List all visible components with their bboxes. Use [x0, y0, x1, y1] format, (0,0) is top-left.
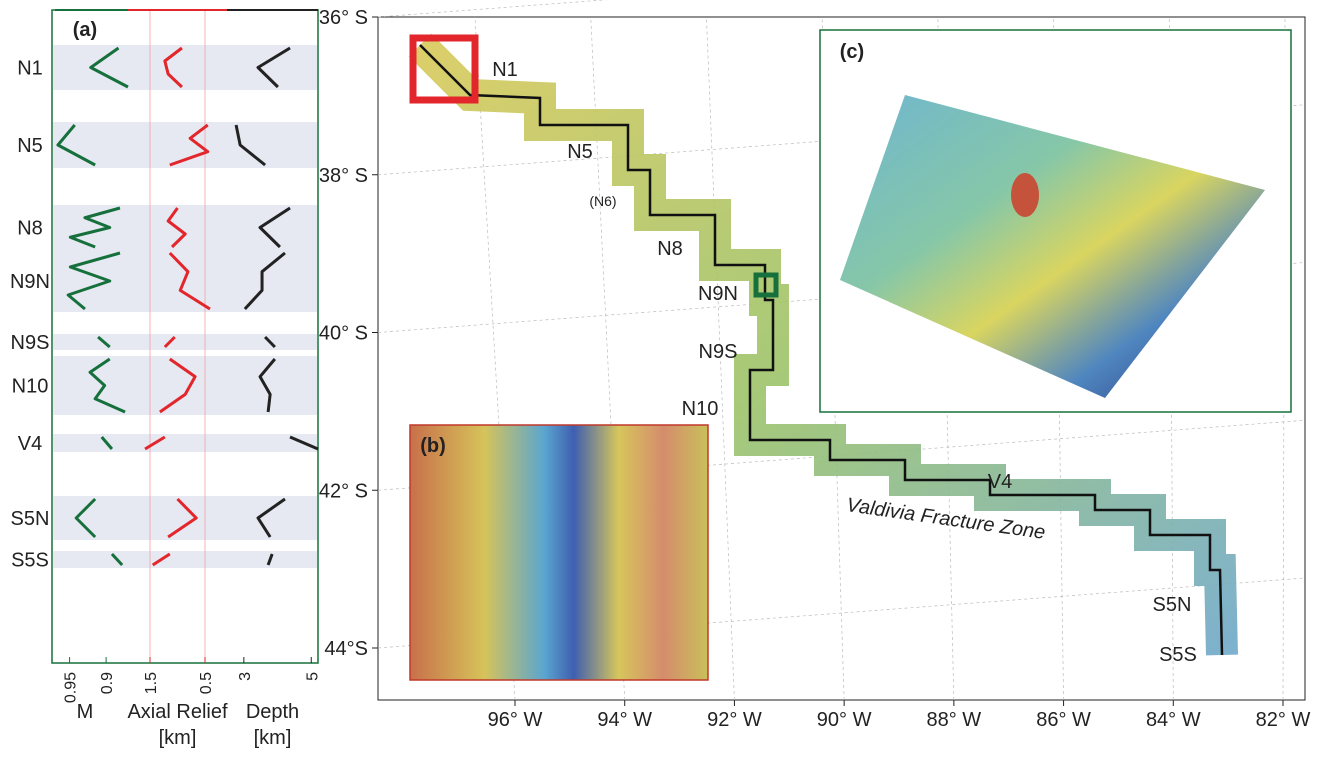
- lon-label: 88° W: [927, 709, 982, 731]
- axis-label: M: [77, 701, 94, 723]
- segment-band: [53, 551, 317, 568]
- lon-label: 90° W: [817, 709, 872, 731]
- lon-label: 92° W: [707, 709, 762, 731]
- segment-band: [53, 434, 317, 452]
- segment-label: N8: [657, 238, 683, 260]
- segment-label: N10: [12, 376, 49, 398]
- x-tick-label: 1.5: [143, 672, 160, 694]
- segment-label: N8: [17, 218, 43, 240]
- segment-band: [53, 334, 317, 350]
- lat-label: 38° S: [319, 165, 368, 187]
- segment-band: [53, 356, 317, 415]
- segment-label: N5: [567, 141, 593, 163]
- lat-label: 36° S: [319, 7, 368, 29]
- axis-label: Axial Relief: [127, 701, 227, 723]
- segment-label: N1: [17, 58, 43, 80]
- x-tick-label: 3: [237, 672, 254, 681]
- axis-label: Depth: [246, 701, 299, 723]
- graticule: [378, 0, 1305, 17]
- segment-label: V4: [18, 433, 42, 455]
- x-tick-label: 0.5: [198, 672, 215, 694]
- segment-label: N9N: [698, 283, 738, 305]
- segment-label: N1: [492, 59, 518, 81]
- segment-label: N9S: [11, 332, 50, 354]
- axis-unit: [km]: [254, 727, 292, 749]
- segment-label: N5: [17, 135, 43, 157]
- x-tick-label: 5: [304, 672, 321, 681]
- segment-label: V4: [988, 471, 1012, 493]
- figure: 36° S 38° S 40° S 42° S 44°S 96° W 94° W 92° W 9…: [0, 0, 1324, 753]
- segment-label: (N6): [589, 193, 616, 209]
- lon-label: 84° W: [1146, 709, 1201, 731]
- panel-label: (b): [420, 435, 446, 457]
- x-tick-label: 0.9: [99, 672, 116, 694]
- panel-label: (c): [840, 41, 864, 63]
- segment-label: N9S: [699, 341, 738, 363]
- segment-label: S5S: [1159, 644, 1197, 666]
- seamount: [1011, 173, 1039, 217]
- inset-b: [410, 425, 708, 680]
- lat-label: 40° S: [319, 323, 368, 345]
- lon-label: 96° W: [488, 709, 543, 731]
- segment-label: S5N: [1153, 594, 1192, 616]
- lon-label: 86° W: [1036, 709, 1091, 731]
- lat-label: 44°S: [324, 638, 368, 660]
- segment-label: N9N: [10, 271, 50, 293]
- lat-label: 42° S: [319, 480, 368, 502]
- x-tick-label: 0.95: [63, 672, 80, 703]
- lon-label: 94° W: [597, 709, 652, 731]
- segment-label: N10: [682, 398, 719, 420]
- page: {"panel_a":{"label":"(a)", "axes":{"M":{…: [0, 0, 1324, 753]
- lon-label: 82° W: [1256, 709, 1311, 731]
- axis-unit: [km]: [159, 727, 197, 749]
- segment-label: S5N: [11, 508, 50, 530]
- segment-label: S5S: [11, 550, 49, 572]
- panel-label: (a): [73, 19, 97, 41]
